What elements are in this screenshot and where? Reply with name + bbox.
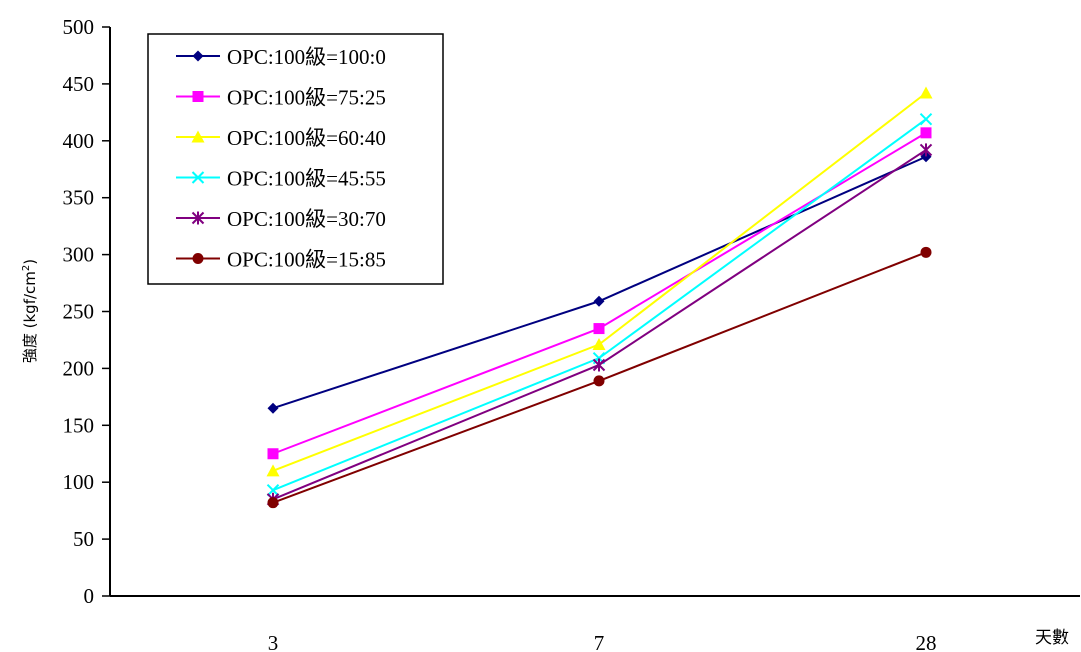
y-tick-label: 200	[63, 356, 95, 380]
y-tick-label: 300	[63, 243, 95, 267]
legend: OPC:100級=100:0 OPC:100級=75:25 OPC:100級=60:…	[147, 33, 444, 285]
y-tick-label: 250	[63, 300, 95, 324]
data-point	[592, 358, 606, 372]
legend-item: OPC:100級=45:55	[176, 167, 386, 191]
legend-marker	[191, 130, 205, 143]
y-axis-ticks: 0 50 100 150 200 250 300 350 400 450 500	[63, 15, 110, 608]
y-tick-label: 100	[63, 470, 95, 494]
legend-marker	[191, 171, 205, 184]
data-point	[919, 143, 933, 157]
legend-item: OPC:100級=15:85	[176, 248, 386, 272]
data-point	[920, 127, 932, 139]
data-point	[919, 86, 933, 99]
y-tick-label: 350	[63, 186, 95, 210]
y-tick-label: 50	[73, 527, 94, 551]
x-axis-title: 天數	[1035, 628, 1069, 648]
y-tick-label: 0	[84, 584, 95, 608]
data-point	[267, 497, 279, 509]
legend-item: OPC:100級=75:25	[176, 86, 386, 110]
legend-label: OPC:100級=45:55	[227, 167, 386, 191]
legend-item: OPC:100級=30:70	[176, 207, 386, 231]
x-tick-label: 28	[916, 631, 937, 652]
legend-label: OPC:100級=100:0	[227, 45, 386, 69]
series-layer	[266, 86, 933, 509]
series-6	[267, 246, 932, 509]
x-tick-label: 7	[594, 631, 605, 652]
legend-box	[147, 33, 444, 285]
y-tick-label: 450	[63, 72, 95, 96]
x-tick-label: 3	[268, 631, 279, 652]
legend-marker	[192, 50, 204, 62]
legend-label: OPC:100級=15:85	[227, 248, 386, 272]
y-axis-title: 強度 (kgf/cm2)	[21, 259, 39, 363]
legend-item: OPC:100級=60:40	[176, 126, 386, 150]
legend-marker	[191, 211, 205, 225]
data-point	[267, 402, 279, 414]
data-point	[593, 295, 605, 307]
data-point	[267, 448, 279, 460]
y-tick-label: 400	[63, 129, 95, 153]
data-point	[266, 483, 280, 497]
legend-label: OPC:100級=75:25	[227, 86, 386, 110]
series-3	[266, 86, 933, 477]
x-axis-ticks: 3 7 28	[268, 631, 937, 652]
data-point	[592, 338, 606, 351]
legend-label: OPC:100級=60:40	[227, 126, 386, 150]
data-point	[266, 464, 280, 477]
axes	[109, 27, 1080, 597]
data-point	[593, 323, 605, 335]
legend-item: OPC:100級=100:0	[176, 45, 386, 69]
legend-marker	[192, 91, 204, 102]
y-tick-label: 150	[63, 413, 95, 437]
data-point	[920, 246, 932, 258]
legend-marker	[192, 253, 204, 264]
y-tick-label: 500	[63, 15, 95, 39]
legend-label: OPC:100級=30:70	[227, 207, 386, 231]
data-point	[919, 112, 933, 126]
data-point	[593, 375, 605, 387]
